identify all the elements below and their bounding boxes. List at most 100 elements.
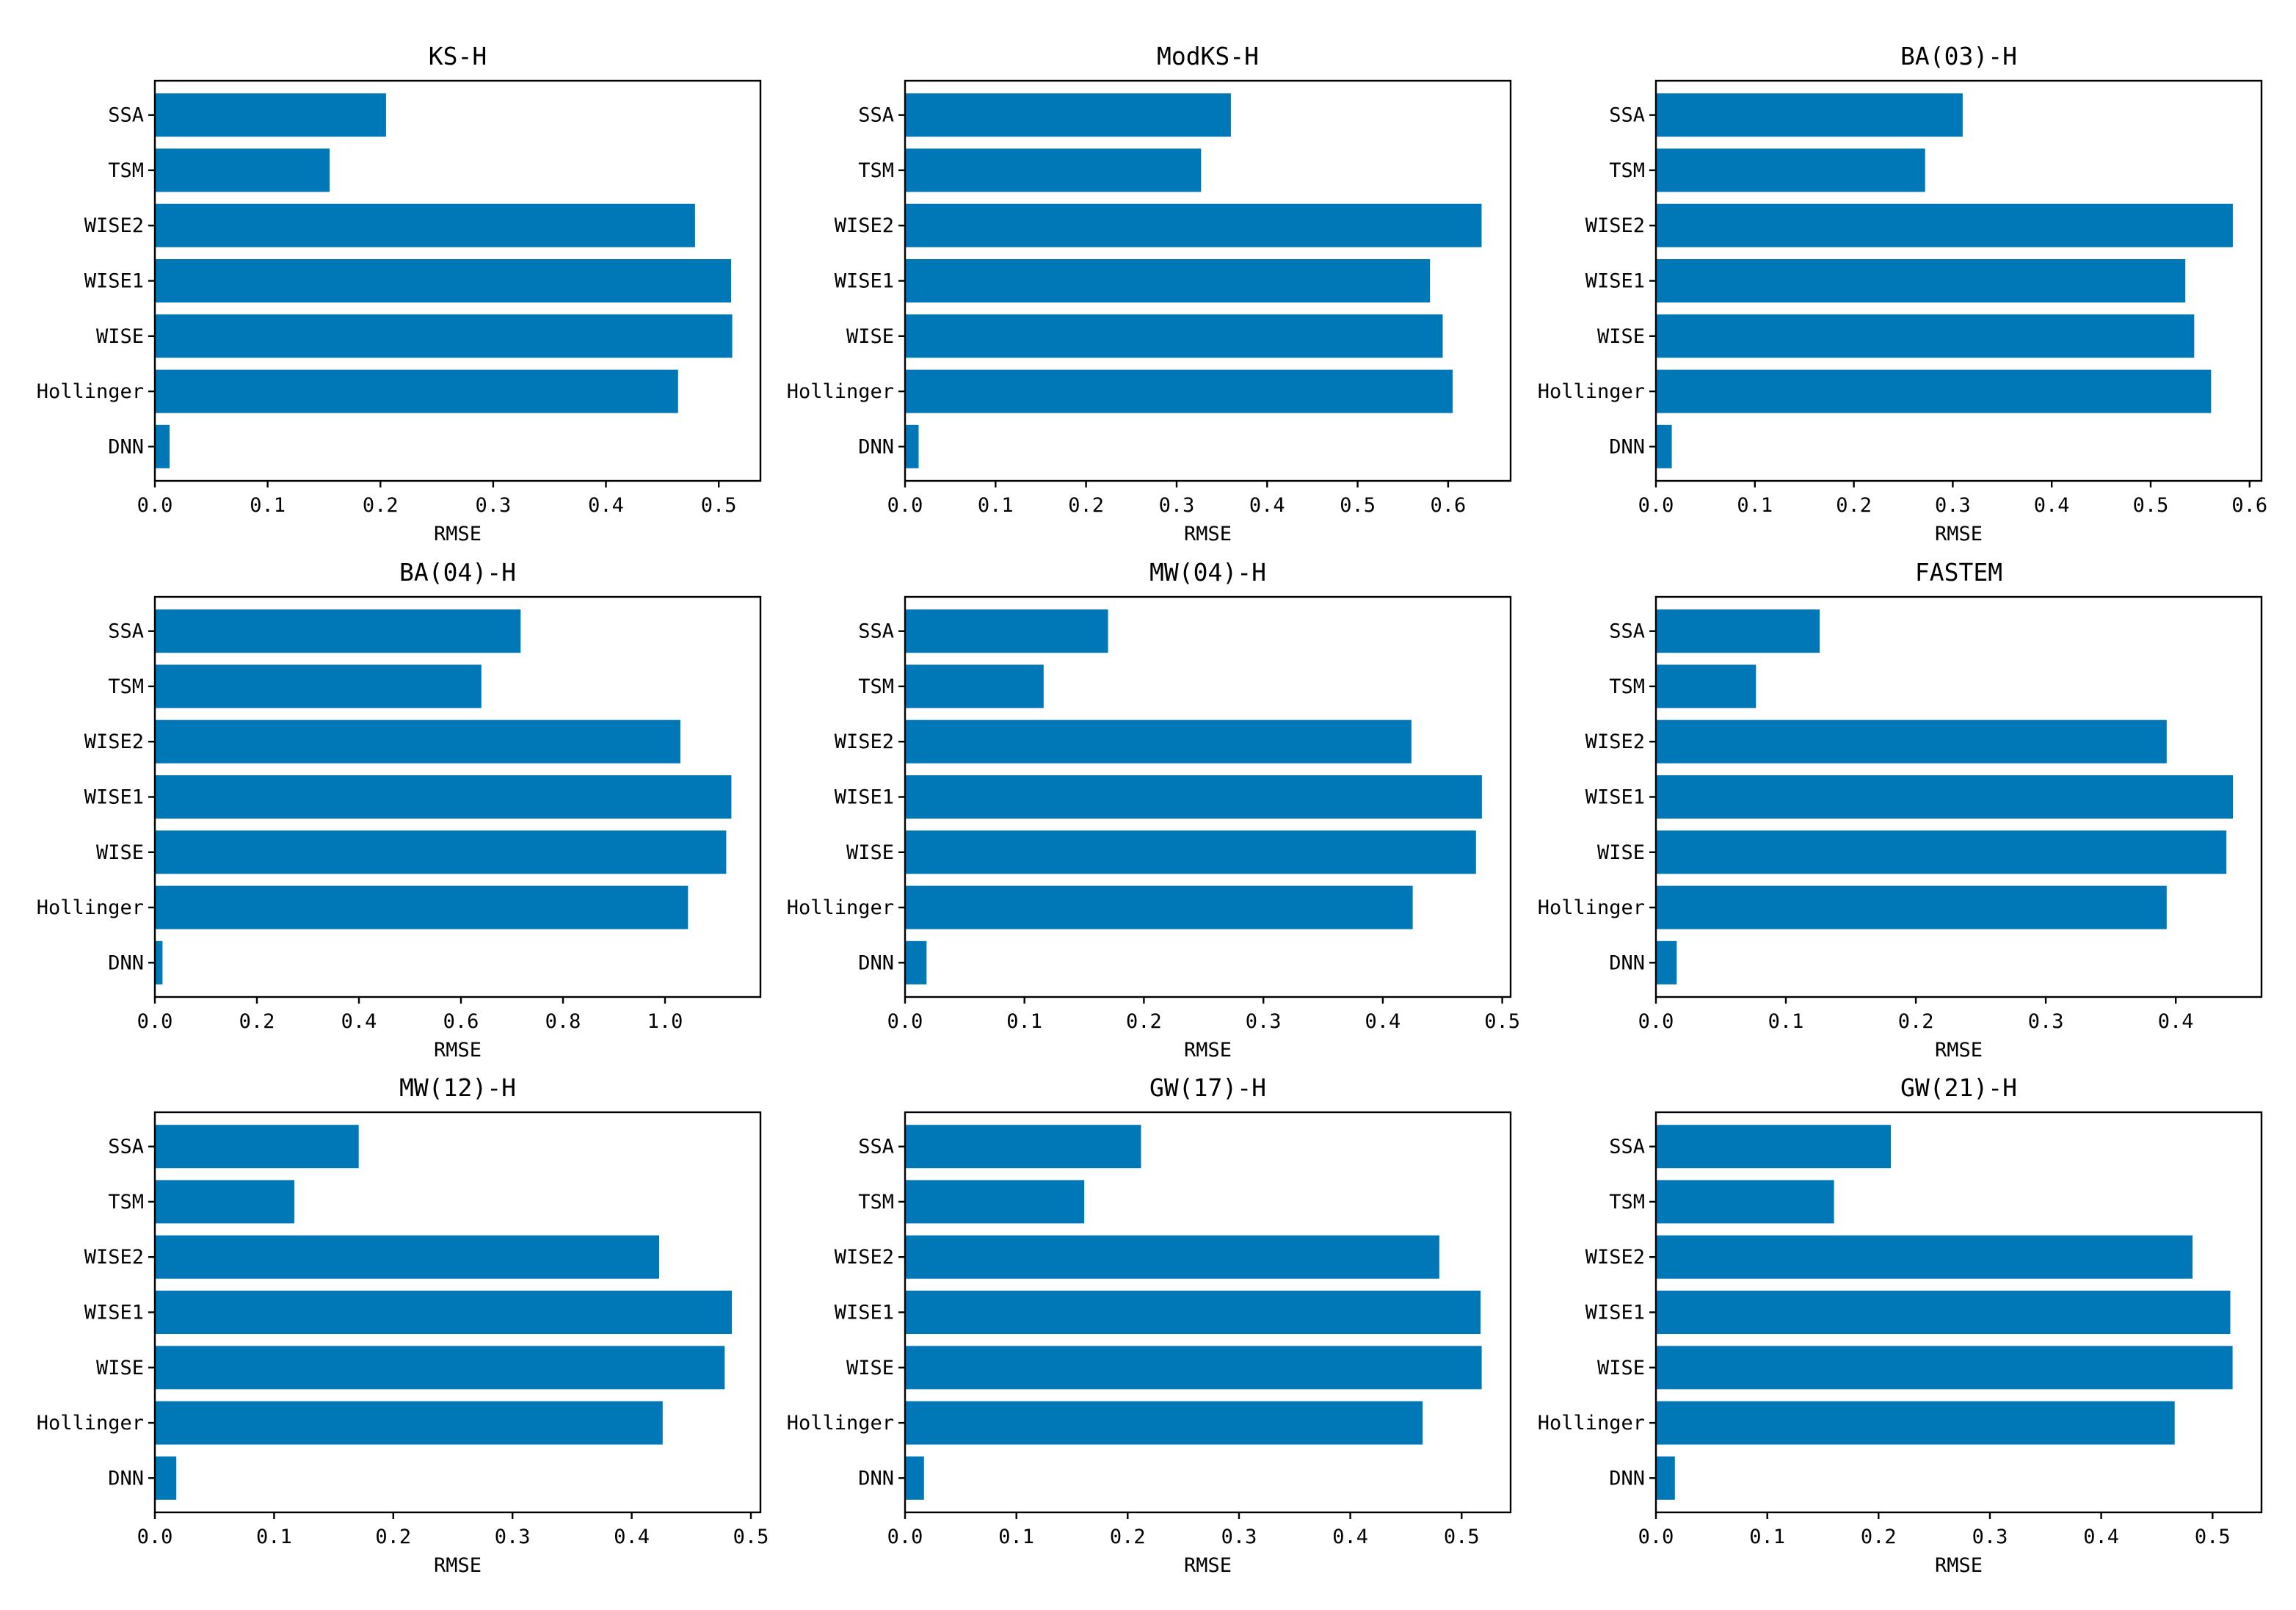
bar-wise <box>1656 1346 2233 1390</box>
category-label: DNN <box>108 951 144 974</box>
category-label: WISE1 <box>1585 1302 1645 1324</box>
bar-wise2 <box>155 719 680 764</box>
x-tick-label: 0.4 <box>2083 1526 2119 1548</box>
x-tick-label: 0.2 <box>363 494 399 517</box>
x-tick-label: 1.0 <box>647 1010 683 1033</box>
bar-dnn <box>1656 1456 1675 1500</box>
bar-wise2 <box>905 203 1482 247</box>
axes-frame <box>153 79 762 482</box>
x-tick-label: 0.3 <box>1246 1010 1282 1033</box>
bar-hollinger <box>905 1401 1423 1445</box>
category-label: DNN <box>1609 435 1645 458</box>
bar-ssa <box>155 93 386 137</box>
category-label: SSA <box>108 620 144 643</box>
panel-7: DNN Hollinger WISE WISE1 WISE2 TSM SSA 0.0 0.1 0.… <box>787 1073 1512 1577</box>
bar-hollinger <box>1656 1401 2175 1445</box>
panel-title: BA(04)-H <box>399 558 516 587</box>
x-tick-label: 0.2 <box>1110 1526 1146 1548</box>
x-axis-label: RMSE <box>434 523 482 545</box>
category-label: WISE <box>846 325 894 348</box>
x-tick-label: 0.8 <box>545 1010 581 1033</box>
axes-frame <box>1654 1111 2263 1514</box>
bar-ssa <box>905 1125 1141 1169</box>
x-tick-label: 0.0 <box>1638 494 1674 517</box>
x-axis-label: RMSE <box>1935 1039 1983 1062</box>
bar-wise1 <box>905 775 1482 819</box>
x-tick-label: 0.0 <box>887 1526 923 1548</box>
axes-frame <box>1654 79 2263 482</box>
category-label: SSA <box>858 1136 894 1158</box>
x-tick-label: 0.0 <box>887 494 923 517</box>
x-tick-label: 0.4 <box>614 1526 650 1548</box>
bar-hollinger <box>905 369 1453 413</box>
x-tick-label: 0.3 <box>2028 1010 2064 1033</box>
bar-tsm <box>905 1180 1085 1224</box>
x-tick-label: 0.3 <box>1935 494 1971 517</box>
category-label: WISE2 <box>1585 730 1645 753</box>
panel-title: GW(17)-H <box>1149 1073 1266 1102</box>
category-label: WISE2 <box>835 214 894 237</box>
x-axis-label: RMSE <box>434 1039 482 1062</box>
category-label: WISE1 <box>84 1302 144 1324</box>
bar-ssa <box>1656 1125 1891 1169</box>
bar-wise <box>155 314 733 358</box>
panel-6: DNN Hollinger WISE WISE1 WISE2 TSM SSA 0.0 0.1 0.… <box>37 1073 769 1577</box>
panel-title: MW(12)-H <box>399 1073 516 1102</box>
bar-wise1 <box>155 775 732 819</box>
bar-tsm <box>1656 148 1925 192</box>
category-label: WISE2 <box>835 730 894 753</box>
category-label: WISE <box>846 841 894 864</box>
bar-wise1 <box>905 259 1431 302</box>
x-tick-label: 0.5 <box>1340 494 1376 517</box>
bar-wise1 <box>155 1291 732 1334</box>
category-label: WISE1 <box>835 270 894 293</box>
x-tick-label: 0.2 <box>375 1526 411 1548</box>
category-label: SSA <box>108 1136 144 1158</box>
category-label: WISE1 <box>835 786 894 809</box>
x-tick-label: 0.2 <box>1898 1010 1934 1033</box>
x-tick-label: 0.5 <box>733 1526 769 1548</box>
panel-title: MW(04)-H <box>1149 558 1266 587</box>
category-label: WISE2 <box>84 1246 144 1269</box>
x-tick-label: 0.2 <box>1068 494 1104 517</box>
bar-hollinger <box>1656 369 2212 413</box>
x-tick-label: 0.0 <box>887 1010 923 1033</box>
category-label: WISE <box>846 1357 894 1379</box>
category-label: Hollinger <box>1538 380 1645 403</box>
x-tick-label: 0.2 <box>1126 1010 1162 1033</box>
axes-frame <box>1654 595 2263 998</box>
axes-frame <box>904 1111 1512 1514</box>
x-tick-label: 0.2 <box>239 1010 275 1033</box>
axes-frame <box>153 595 762 998</box>
panel-4: DNN Hollinger WISE WISE1 WISE2 TSM SSA 0.0 0.1 0.… <box>787 558 1520 1062</box>
bar-hollinger <box>155 885 689 929</box>
panel-1: DNN Hollinger WISE WISE1 WISE2 TSM SSA 0.0 0.1 0.… <box>787 42 1512 545</box>
category-label: WISE2 <box>1585 214 1645 237</box>
category-label: DNN <box>108 435 144 458</box>
category-label: SSA <box>108 104 144 127</box>
axes-frame <box>904 595 1512 998</box>
bar-wise <box>905 1346 1482 1390</box>
x-tick-label: 0.0 <box>1638 1010 1674 1033</box>
category-label: TSM <box>1609 1191 1645 1214</box>
category-label: WISE1 <box>1585 786 1645 809</box>
bar-wise2 <box>1656 1235 2193 1279</box>
category-label: WISE1 <box>84 786 144 809</box>
bar-wise1 <box>155 259 732 302</box>
category-label: SSA <box>858 620 894 643</box>
bar-dnn <box>905 424 919 468</box>
category-label: DNN <box>1609 1467 1645 1490</box>
category-label: DNN <box>858 1467 894 1490</box>
x-tick-label: 0.5 <box>2195 1526 2231 1548</box>
bar-tsm <box>155 1180 294 1224</box>
category-label: Hollinger <box>1538 896 1645 919</box>
category-label: WISE2 <box>84 730 144 753</box>
category-label: WISE <box>1597 1357 1645 1379</box>
bar-wise2 <box>1656 203 2233 247</box>
category-label: TSM <box>108 1191 144 1214</box>
bar-wise2 <box>155 1235 659 1279</box>
bar-wise2 <box>905 1235 1439 1279</box>
category-label: WISE <box>96 841 144 864</box>
x-tick-label: 0.1 <box>250 494 286 517</box>
